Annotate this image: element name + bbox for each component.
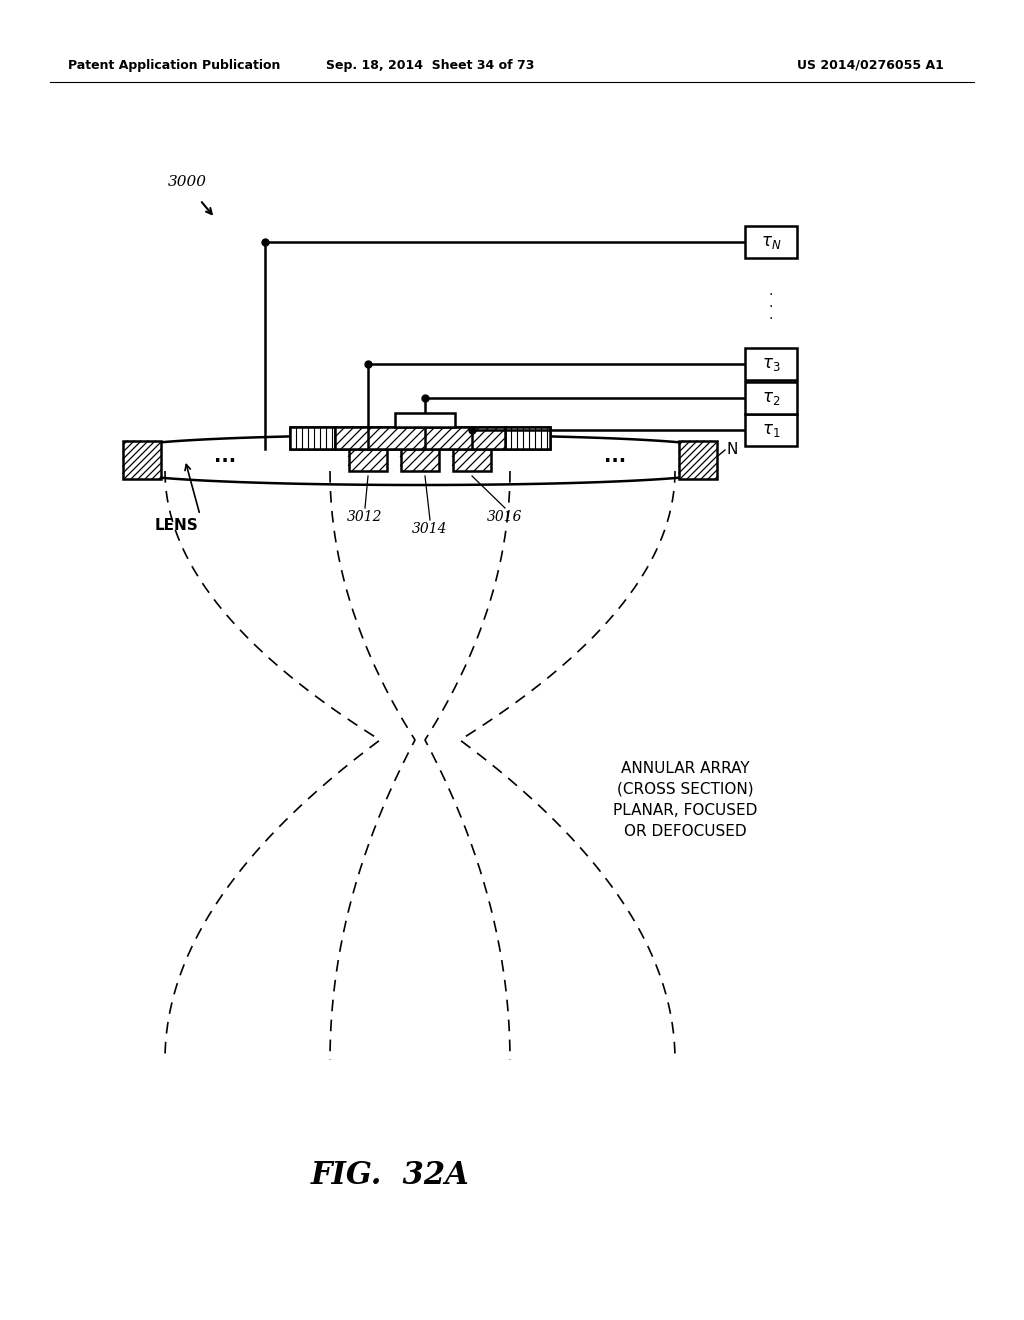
Polygon shape [745, 381, 797, 414]
Text: Sep. 18, 2014  Sheet 34 of 73: Sep. 18, 2014 Sheet 34 of 73 [326, 58, 535, 71]
Text: LENS: LENS [155, 517, 199, 532]
Text: Patent Application Publication: Patent Application Publication [68, 58, 281, 71]
Polygon shape [349, 449, 387, 471]
Text: 3000: 3000 [168, 176, 207, 189]
Polygon shape [125, 436, 715, 484]
Polygon shape [679, 441, 717, 479]
Polygon shape [290, 426, 335, 449]
Text: $\tau_3$: $\tau_3$ [762, 355, 780, 374]
Polygon shape [453, 449, 490, 471]
Text: 3014: 3014 [413, 521, 447, 536]
Text: N: N [727, 442, 738, 458]
Polygon shape [745, 414, 797, 446]
Text: 3012: 3012 [347, 510, 383, 524]
Polygon shape [745, 226, 797, 257]
Polygon shape [290, 426, 550, 449]
Polygon shape [395, 413, 455, 426]
Text: 3016: 3016 [487, 510, 522, 524]
Text: ANNULAR ARRAY
(CROSS SECTION)
PLANAR, FOCUSED
OR DEFOCUSED: ANNULAR ARRAY (CROSS SECTION) PLANAR, FO… [612, 762, 757, 840]
Text: US 2014/0276055 A1: US 2014/0276055 A1 [797, 58, 943, 71]
Text: $\tau_2$: $\tau_2$ [762, 389, 780, 407]
Text: FIG.  32A: FIG. 32A [310, 1159, 469, 1191]
Polygon shape [505, 426, 550, 449]
Polygon shape [745, 348, 797, 380]
Polygon shape [123, 441, 161, 479]
Polygon shape [335, 426, 505, 449]
Text: $\tau_1$: $\tau_1$ [762, 421, 780, 440]
Polygon shape [401, 449, 439, 471]
Text: .
.
.: . . . [769, 284, 773, 322]
Text: ...: ... [604, 446, 626, 466]
Text: $\tau_N$: $\tau_N$ [761, 234, 781, 251]
Text: ...: ... [214, 446, 237, 466]
